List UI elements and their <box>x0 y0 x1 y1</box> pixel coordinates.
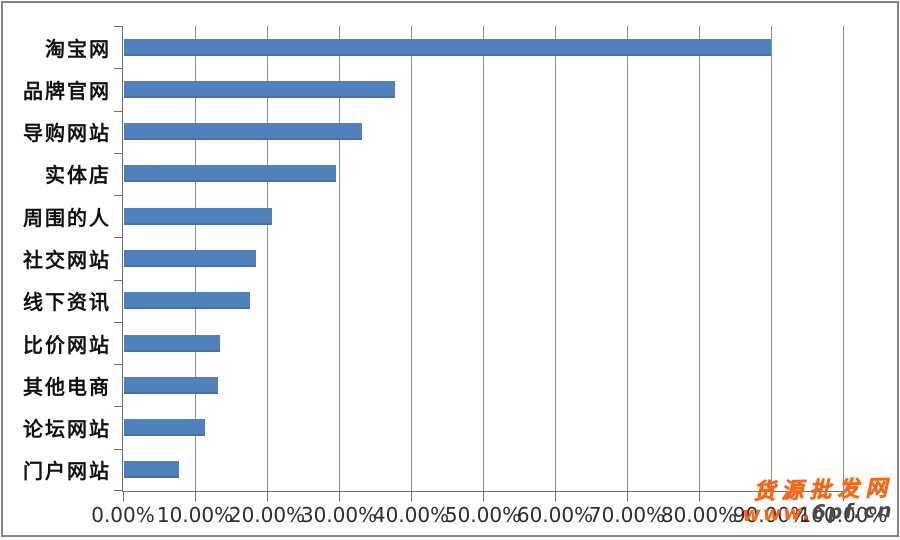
y-axis-tick <box>114 68 123 69</box>
x-axis-tick-label: 80.00% <box>660 503 738 527</box>
x-axis-tick-label: 10.00% <box>156 503 234 527</box>
y-axis-tick <box>114 153 123 154</box>
x-axis-tick-label: 30.00% <box>300 503 378 527</box>
x-axis-tick-label: 90.00% <box>732 503 810 527</box>
bar <box>124 334 221 352</box>
x-axis-tick-label: 60.00% <box>516 503 594 527</box>
category-label: 实体店 <box>45 163 111 188</box>
gridline <box>770 26 772 491</box>
bar <box>124 461 179 479</box>
x-axis-tick-label: 70.00% <box>588 503 666 527</box>
category-label: 品牌官网 <box>23 78 111 103</box>
y-axis-tick <box>114 449 123 450</box>
bar <box>124 376 219 394</box>
x-axis-tick <box>339 491 340 501</box>
bar <box>124 80 396 98</box>
x-axis-tick <box>267 491 268 501</box>
y-axis-tick <box>114 322 123 323</box>
gridline <box>842 26 844 491</box>
x-axis-tick <box>699 491 700 501</box>
y-axis-tick <box>114 111 123 112</box>
x-axis-tick <box>555 491 556 501</box>
gridline <box>266 26 268 491</box>
gridline <box>698 26 700 491</box>
plot-area: 0.00% 10.00% 20.00% 30.00% 40.00% 50.00% 60.00… <box>23 26 887 527</box>
x-axis-tick <box>123 491 124 501</box>
gridline <box>482 26 484 491</box>
category-label: 比价网站 <box>23 332 111 357</box>
category-label: 门户网站 <box>23 459 111 484</box>
category-label: 论坛网站 <box>23 417 111 442</box>
gridline <box>338 26 340 491</box>
category-label: 淘宝网 <box>45 36 111 61</box>
y-axis-tick <box>114 490 123 491</box>
category-label: 线下资讯 <box>23 290 111 315</box>
x-axis-tick <box>483 491 484 501</box>
x-axis-tick <box>195 491 196 501</box>
bar <box>124 38 772 56</box>
gridline <box>554 26 556 491</box>
y-axis-tick <box>114 237 123 238</box>
category-label: 社交网站 <box>23 247 111 272</box>
bar <box>124 292 250 310</box>
bar <box>124 165 337 183</box>
gridline <box>410 26 412 491</box>
gridline <box>626 26 628 491</box>
y-axis-tick <box>114 364 123 365</box>
category-label: 其他电商 <box>23 374 111 399</box>
x-axis-tick <box>411 491 412 501</box>
bar <box>124 419 206 437</box>
category-label: 周围的人 <box>23 205 111 230</box>
bar <box>124 123 363 141</box>
x-axis-tick <box>627 491 628 501</box>
x-axis-tick-label: 20.00% <box>228 503 306 527</box>
x-axis-tick-label: 0.00% <box>91 503 155 527</box>
y-axis-tick <box>114 26 123 27</box>
x-axis-tick <box>843 491 844 501</box>
x-axis-tick-label: 100.00% <box>798 503 888 527</box>
bar <box>124 250 257 267</box>
bar <box>124 207 272 225</box>
x-axis-tick-label: 50.00% <box>444 503 522 527</box>
x-axis-tick-label: 40.00% <box>372 503 450 527</box>
y-axis-tick <box>114 406 123 407</box>
category-label: 导购网站 <box>23 121 111 146</box>
y-axis-tick <box>114 280 123 281</box>
y-axis-tick <box>114 195 123 196</box>
x-axis-tick <box>771 491 772 501</box>
